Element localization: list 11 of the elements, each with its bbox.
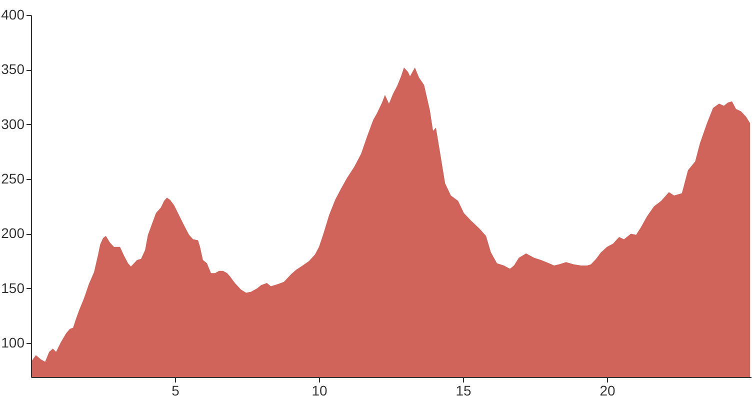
y-tick-label: 100 — [1, 334, 25, 351]
y-tick-label: 200 — [1, 225, 25, 242]
y-tick-label: 350 — [1, 61, 25, 78]
y-tick-label: 250 — [1, 170, 25, 187]
y-tick-label: 300 — [1, 116, 25, 132]
x-tick-label: 20 — [600, 382, 616, 398]
x-tick-label: 5 — [172, 382, 180, 398]
y-tick-label: 400 — [1, 6, 25, 22]
x-tick-label: 15 — [456, 382, 472, 398]
y-tick-label: 150 — [1, 280, 25, 296]
x-tick-label: 10 — [312, 382, 328, 398]
